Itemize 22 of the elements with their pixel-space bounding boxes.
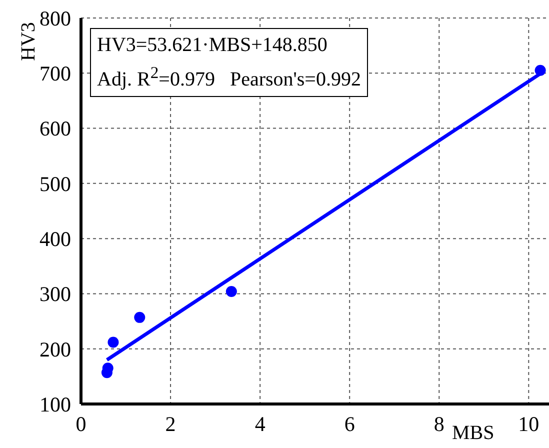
annotation: HV3=53.621·MBS+148.850 xyxy=(97,33,328,58)
x-tick-label: 10 xyxy=(518,412,540,436)
y-tick-label: 400 xyxy=(40,227,71,252)
point xyxy=(108,336,119,348)
x-tick-label: 4 xyxy=(254,412,266,436)
y-tick-label: 100 xyxy=(40,392,71,416)
x-tick-label: 0 xyxy=(76,412,86,436)
y-axis-title: HV3 xyxy=(18,21,40,63)
y-tick-label: 200 xyxy=(40,337,71,362)
x-tick-label: 6 xyxy=(344,412,355,436)
x-tick-label: 2 xyxy=(165,412,176,436)
annotation: Adj. R$^{2}$=0.979 Pearson's=0.992 xyxy=(97,62,361,93)
y-tick-label: 300 xyxy=(40,282,71,306)
y-tick-label: 700 xyxy=(40,62,71,86)
point xyxy=(134,312,146,323)
y-tick-label: 800 xyxy=(40,6,71,30)
y-tick-label: 500 xyxy=(40,172,71,196)
point xyxy=(534,64,546,76)
point xyxy=(226,286,237,298)
x-tick-label: 8 xyxy=(434,412,444,436)
x-axis-title: MBS xyxy=(452,422,494,445)
y-tick-label: 600 xyxy=(40,116,71,141)
